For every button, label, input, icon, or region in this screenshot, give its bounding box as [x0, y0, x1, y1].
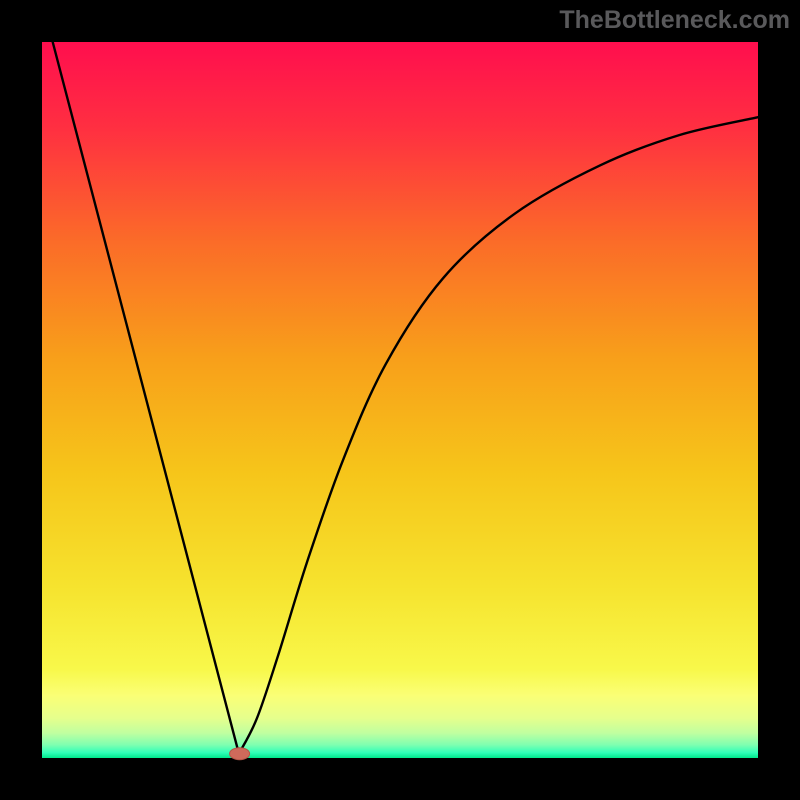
watermark-label: TheBottleneck.com	[559, 6, 790, 34]
chart-stage: TheBottleneck.com	[0, 0, 800, 800]
vertex-marker	[230, 748, 250, 760]
watermark-text: TheBottleneck.com	[559, 6, 790, 35]
curve-layer	[0, 0, 800, 800]
bottleneck-curve	[53, 42, 758, 754]
